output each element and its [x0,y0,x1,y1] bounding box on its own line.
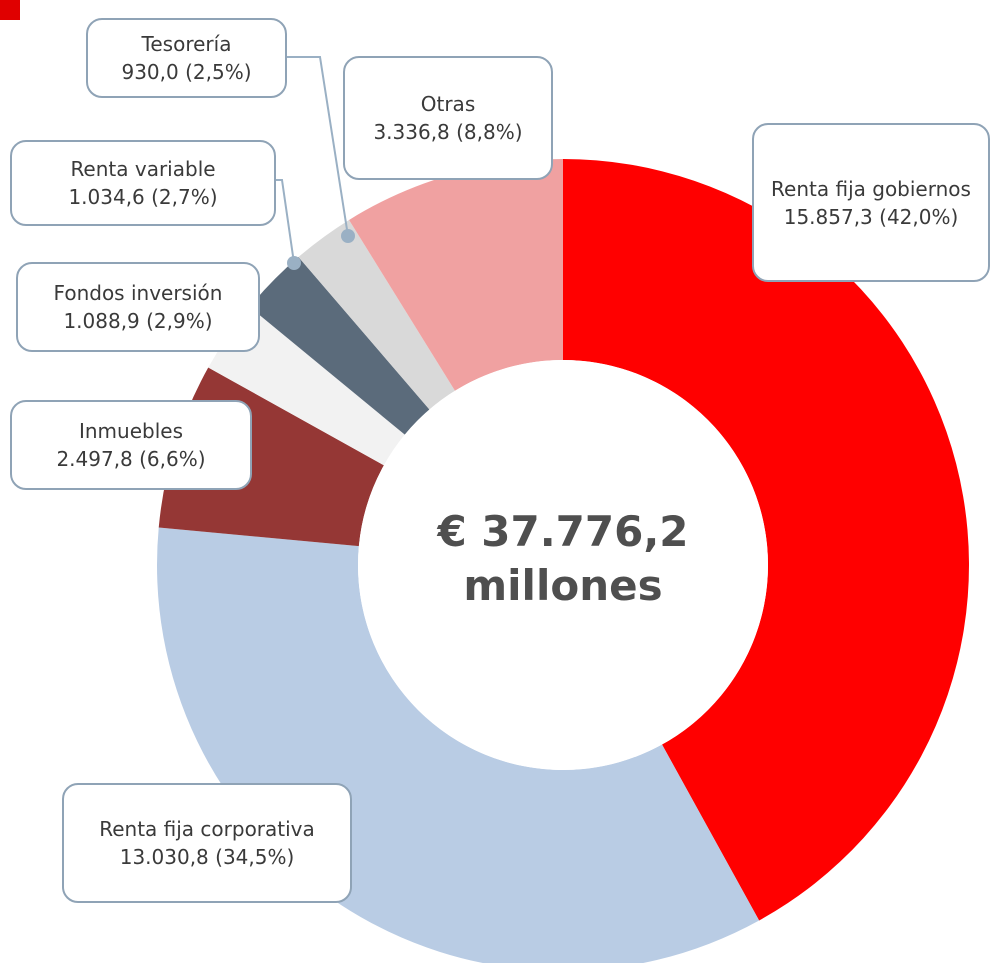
category-label: Renta variable [70,157,216,181]
slice [349,159,563,391]
value-label: 2.497,8 (6,6%) [56,447,206,471]
data-label: Renta variable 1.034,6 (2,7%) [10,140,276,226]
category-label: Renta fija corporativa [99,817,315,841]
data-label: Tesorería 930,0 (2,5%) [86,18,287,98]
leader-line [276,179,295,264]
category-label: Renta fija gobiernos [771,176,971,201]
slice [249,257,430,435]
slice [563,159,970,921]
data-label: Fondos inversión 1.088,9 (2,9%) [16,262,260,352]
value-label: 1.088,9 (2,9%) [63,309,213,333]
leader-dot [287,256,301,270]
data-label: Inmuebles 2.497,8 (6,6%) [10,400,252,490]
value-label: 15.857,3 (42,0%) [783,204,959,229]
category-label: Tesorería [141,32,232,56]
slice [298,219,455,410]
donut-hole [358,360,768,770]
value-label: 13.030,8 (34,5%) [119,845,295,869]
center-label: € 37.776,2 millones [437,507,689,610]
value-label: 930,0 (2,5%) [121,60,252,84]
leader-dot [341,229,355,243]
value-label: 3.336,8 (8,8%) [373,120,523,144]
data-label: Renta fija gobiernos 15.857,3 (42,0%) [752,123,990,282]
data-label: Otras 3.336,8 (8,8%) [343,56,553,180]
category-label: Fondos inversión [53,281,223,305]
leader-line [287,56,349,237]
category-label: Otras [420,92,476,116]
category-label: Inmuebles [78,419,183,443]
data-label: Renta fija corporativa 13.030,8 (34,5%) [62,783,352,903]
value-label: 1.034,6 (2,7%) [68,185,218,209]
slice [208,306,405,466]
corner-mark [0,0,20,20]
